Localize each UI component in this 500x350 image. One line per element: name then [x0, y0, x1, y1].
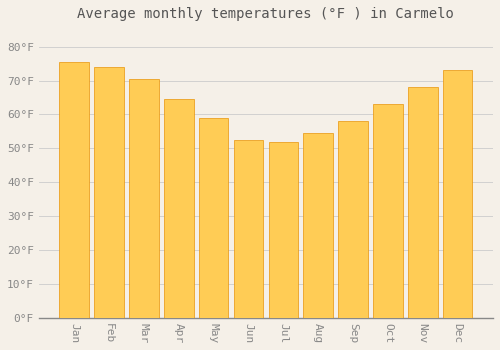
Bar: [94, 67, 124, 318]
Bar: [338, 121, 368, 318]
Bar: [443, 70, 472, 318]
Bar: [234, 140, 264, 318]
Bar: [129, 79, 159, 318]
Title: Average monthly temperatures (°F ) in Carmelo: Average monthly temperatures (°F ) in Ca…: [78, 7, 454, 21]
Bar: [268, 142, 298, 318]
Bar: [60, 62, 89, 318]
Bar: [373, 104, 402, 318]
Bar: [164, 99, 194, 318]
Bar: [408, 87, 438, 318]
Bar: [304, 133, 333, 318]
Bar: [199, 118, 228, 318]
